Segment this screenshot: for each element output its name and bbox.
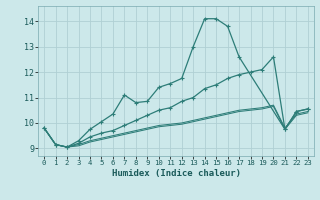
- X-axis label: Humidex (Indice chaleur): Humidex (Indice chaleur): [111, 169, 241, 178]
